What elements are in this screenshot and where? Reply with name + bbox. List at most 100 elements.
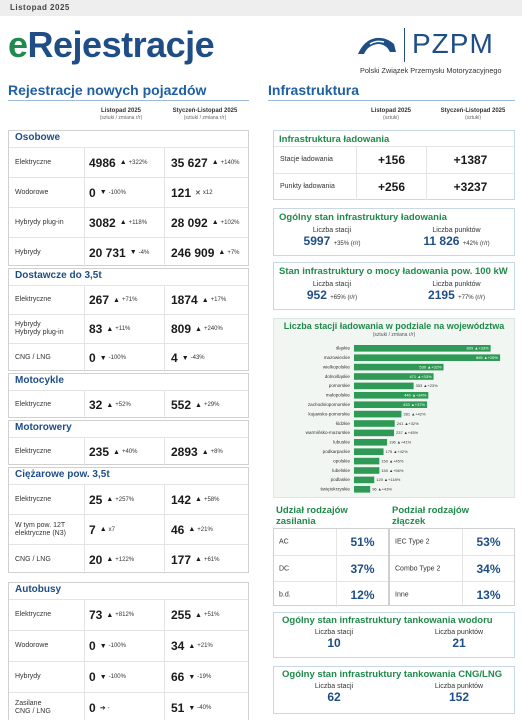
- share-label: IEC Type 2: [395, 538, 430, 546]
- month-value-cell: 235 ▲ +40%: [84, 438, 164, 466]
- vehicle-group: Dostawcze do 3,5t Elektryczne 267 ▲ +71% 1874…: [8, 268, 249, 372]
- period-bar: Listopad 2025: [0, 0, 522, 16]
- right-col1-header: Listopad 2025 (sztuki): [370, 108, 411, 122]
- share-row: b.d. 12%: [274, 581, 388, 607]
- chart-bar: [354, 420, 395, 427]
- registrations-heading: Rejestracje nowych pojazdów: [8, 82, 207, 98]
- category-label: wielkopolskie: [323, 364, 351, 369]
- trend-down-icon: ▼: [99, 673, 107, 681]
- trend-down-icon: ▼: [99, 189, 107, 196]
- hydrogen-points: Liczba punktów 21: [434, 629, 484, 650]
- ytd-value-cell: 246 909 ▲ +7%: [164, 238, 250, 267]
- row-label: Hybrydy: [15, 673, 41, 681]
- ytd-value-cell: 177 ▲ +61%: [164, 545, 250, 574]
- chart-bar: [354, 392, 429, 399]
- vehicle-group: Ciężarowe pow. 3,5t Elektryczne 25 ▲ +257% 14…: [8, 467, 250, 574]
- month-value-cell: 83 ▲ +11%: [84, 315, 164, 343]
- charging-row: Stacje ładowania +156 +1387: [274, 146, 514, 173]
- month-value-cell: 0 ➔ -: [84, 693, 164, 720]
- trend-down-icon: ▼: [181, 354, 189, 362]
- ytd-value-cell: 35 627 ▲ +140%: [164, 148, 250, 177]
- group-row: Wodorowe 0 ▼ -100% 121 ✕ x12: [9, 177, 248, 207]
- hydrogen-stations: Liczba stacji 10: [314, 629, 354, 650]
- bar-value-label: 433 ▲+37%: [403, 402, 426, 407]
- general-charging-box: Ogólny stan infrastruktury ładowania Lic…: [273, 208, 515, 256]
- chart-bar: [354, 476, 375, 484]
- bar-value-label: 150 ▲+45%: [381, 458, 404, 463]
- chart-bar: [354, 401, 428, 408]
- chart-bar: [354, 429, 395, 437]
- group-title: Motocykle: [15, 375, 64, 386]
- ytd-value-cell: 51 ▼ -40%: [164, 693, 250, 720]
- cng-stations: Liczba stacji 62: [314, 683, 354, 704]
- bar-value-label: 120 ▲+118%: [376, 477, 400, 482]
- chart-bar: [354, 448, 384, 455]
- connectors-table: IEC Type 2 53% Combo Type 2 34% Inne 13%: [389, 528, 515, 607]
- share-label: AC: [279, 538, 289, 546]
- left-col1-header: Listopad 2025 (sztuki / zmiana r/r): [99, 108, 143, 122]
- group-title: Ciężarowe pow. 3,5t: [15, 469, 110, 480]
- group-row: Wodorowe 0 ▼ -100% 34 ▲ +21%: [9, 630, 248, 661]
- group-row: CNG / LNG 20 ▲ +122% 177 ▲ +61%: [9, 544, 248, 574]
- group-row: Zasilane CNG / LNG 0 ➔ -51 ▼ -40%: [9, 692, 248, 720]
- share-value: 34%: [462, 556, 514, 581]
- group-row: CNG / LNG 0 ▼ -100% 4 ▼ -43%: [9, 343, 248, 372]
- vehicle-group: Autobusy Elektryczne 73 ▲ +812% 255 ▲ +51% Wodor…: [8, 582, 249, 720]
- row-label: Elektryczne: [15, 495, 52, 503]
- connectors-title: Podział rodzajów złączek: [392, 505, 470, 527]
- row-label: Hybrydy Hybrydy plug-in: [15, 321, 64, 337]
- vehicle-group: Motorowery Elektryczne 235 ▲ +40% 2893 ▲ +8%: [8, 420, 249, 466]
- share-row: Combo Type 2 34%: [390, 555, 514, 581]
- ytd-value-cell: 66 ▼ -19%: [164, 662, 250, 692]
- group-row: Hybrydy 20 731 ▼ -4% 246 909 ▲ +7%: [9, 237, 248, 267]
- bar-value-label: 440 ▲+34%: [404, 393, 427, 398]
- chart-bar: [354, 354, 501, 361]
- bar-value-label: 865 ▲+26%: [476, 355, 499, 360]
- row-label: Zasilane CNG / LNG: [15, 700, 51, 716]
- trend-times-icon: ✕: [195, 189, 201, 197]
- row-label: Elektryczne: [15, 611, 52, 619]
- chart-bar: [354, 382, 414, 390]
- ytd-value-cell: 255 ▲ +51%: [164, 600, 250, 630]
- trend-right-icon: ➔: [99, 705, 106, 712]
- share-row: Inne 13%: [390, 581, 514, 607]
- category-label: lubuskie: [333, 440, 350, 445]
- power-stations: Liczba stacji 952 +65% (r/r): [306, 281, 358, 302]
- share-label: Combo Type 2: [395, 565, 441, 572]
- chart-bar: [354, 363, 444, 371]
- pzpm-logo: PZPM Polski Związek Przemysłu Motoryzacy…: [356, 28, 516, 78]
- bar-value-label: 471 ▲+33%: [409, 374, 432, 379]
- logo-subtitle: Polski Związek Przemysłu Motoryzacyjnego: [360, 66, 502, 75]
- group-row: Hybrydy Hybrydy plug-in 83 ▲ +11% 809 ▲ +240%: [9, 314, 248, 343]
- trend-up-icon: ▲: [195, 401, 202, 409]
- period-label: Listopad 2025: [10, 3, 70, 12]
- ytd-value-cell: 142 ▲ +58%: [164, 485, 250, 514]
- trend-down-icon: ▼: [188, 673, 196, 681]
- month-value-cell: 0 ▼ -100%: [84, 631, 164, 661]
- month-value-cell: 7 ▲ x7: [84, 515, 164, 544]
- trend-up-icon: ▲: [195, 611, 202, 619]
- share-value: 37%: [336, 556, 388, 581]
- category-label: małopolskie: [326, 393, 351, 398]
- row-label: Elektryczne: [15, 296, 52, 304]
- ytd-value-cell: 28 092 ▲ +102%: [164, 208, 250, 237]
- row-label: Elektryczne: [15, 448, 52, 456]
- group-row: Hybrydy plug-in 3082 ▲ +118% 28 092 ▲ +102%: [9, 207, 248, 237]
- group-row: Elektryczne 267 ▲ +71% 1874 ▲ +17%: [9, 285, 248, 314]
- cng-points: Liczba punktów 152: [434, 683, 484, 704]
- group-title: Autobusy: [15, 584, 62, 595]
- month-value-cell: 25 ▲ +257%: [84, 485, 164, 514]
- group-title: Motorowery: [15, 422, 72, 433]
- trend-up-icon: ▲: [106, 401, 114, 409]
- bar-value-label: 96 ▲+43%: [372, 487, 392, 492]
- registrations-rule: [8, 100, 249, 101]
- trend-up-icon: ▲: [106, 556, 114, 563]
- bar-value-label: 809 ▲+33%: [467, 346, 490, 351]
- chart-bar: [354, 486, 371, 493]
- trend-up-icon: ▲: [195, 556, 202, 563]
- row-label: Elektryczne: [15, 158, 52, 166]
- bar-value-label: 150 ▲+56%: [381, 468, 404, 473]
- bar-value-label: 175 ▲+42%: [386, 449, 409, 454]
- share-value: 51%: [336, 529, 388, 555]
- chart-bar: [354, 467, 380, 474]
